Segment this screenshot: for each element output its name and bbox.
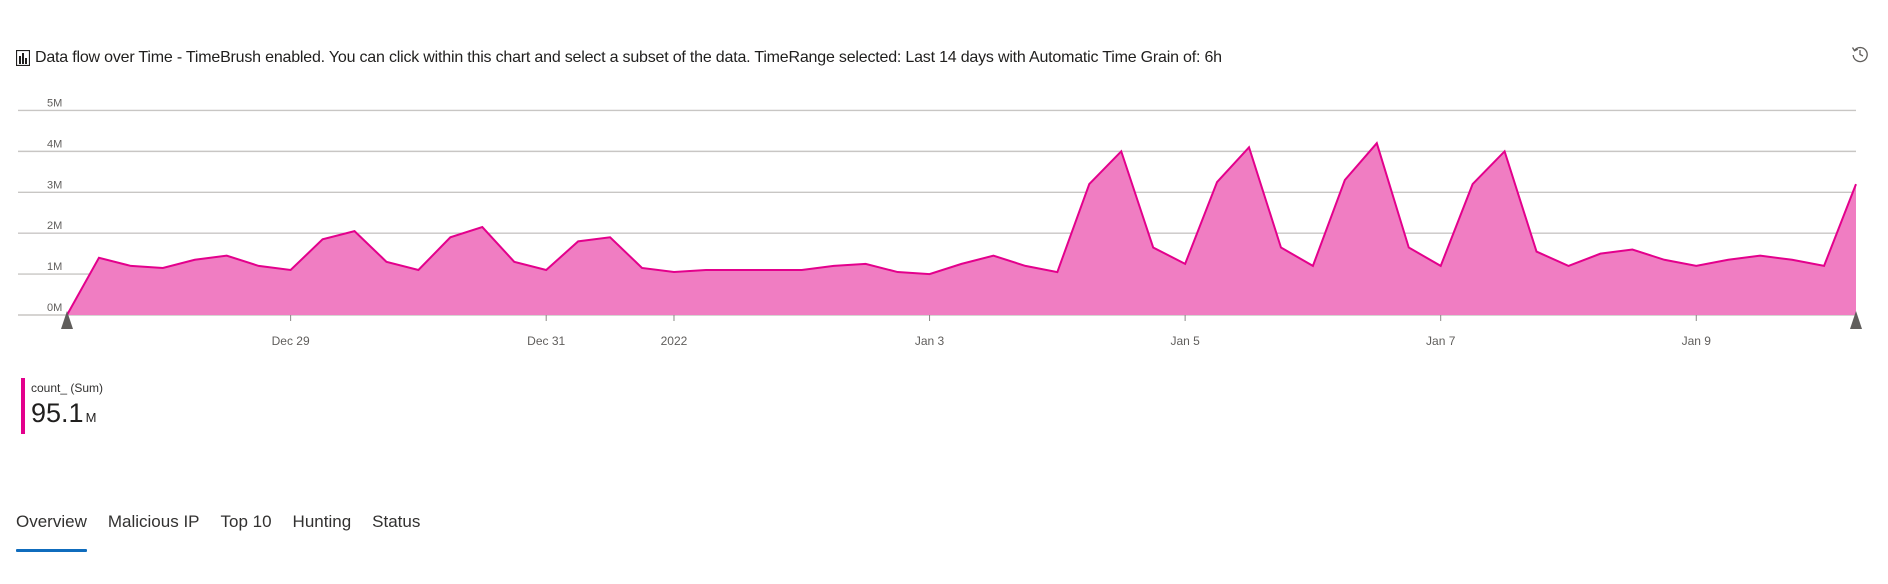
x-tick-label: Dec 29 [272,334,310,348]
legend-total-unit: M [85,410,97,425]
tab-malicious-ip[interactable]: Malicious IP [107,512,200,531]
x-tick-label: Jan 7 [1426,334,1456,348]
history-icon[interactable] [1850,44,1870,64]
x-tick-label: Dec 31 [527,334,565,348]
chart-canvas[interactable]: 0M 1M 2M 3M 4M 5M Dec 29 Dec 31 2022 Jan 3 Jan 5 Ja… [0,86,1888,370]
chart-legend: count_ (Sum) 95.1 M [21,378,103,434]
chart-header: Data flow over Time - TimeBrush enabled.… [15,46,1222,70]
x-tick-label: Jan 5 [1170,334,1200,348]
x-tick-label: Jan 3 [915,334,945,348]
tab-overview[interactable]: Overview [16,506,87,552]
legend-total-value: 95.1 [31,398,84,428]
tab-top-10[interactable]: Top 10 [220,512,272,531]
y-tick-label: 4M [47,138,62,150]
tab-bar: Overview Malicious IP Top 10 Hunting Sta… [16,506,441,552]
brush-handle-left[interactable] [61,311,73,329]
x-tick-label: Jan 9 [1682,334,1712,348]
legend-series-name: count_ (Sum) [31,381,104,395]
y-tick-label: 1M [47,261,62,273]
chart-title: Data flow over Time - TimeBrush enabled.… [35,49,1222,66]
y-tick-label: 5M [47,97,62,109]
brush-handle-right[interactable] [1850,311,1862,329]
area-chart[interactable]: 0M 1M 2M 3M 4M 5M Dec 29 Dec 31 2022 Jan 3 Jan 5 Ja… [0,86,1888,370]
bar-chart-icon [15,49,31,67]
tab-hunting[interactable]: Hunting [292,512,352,531]
tab-status[interactable]: Status [372,512,421,531]
y-tick-label: 2M [47,220,62,232]
x-tick-label: 2022 [661,334,688,348]
legend-swatch [21,378,25,434]
y-tick-label: 0M [47,302,62,314]
y-tick-label: 3M [47,179,62,191]
series-area [67,143,1856,315]
